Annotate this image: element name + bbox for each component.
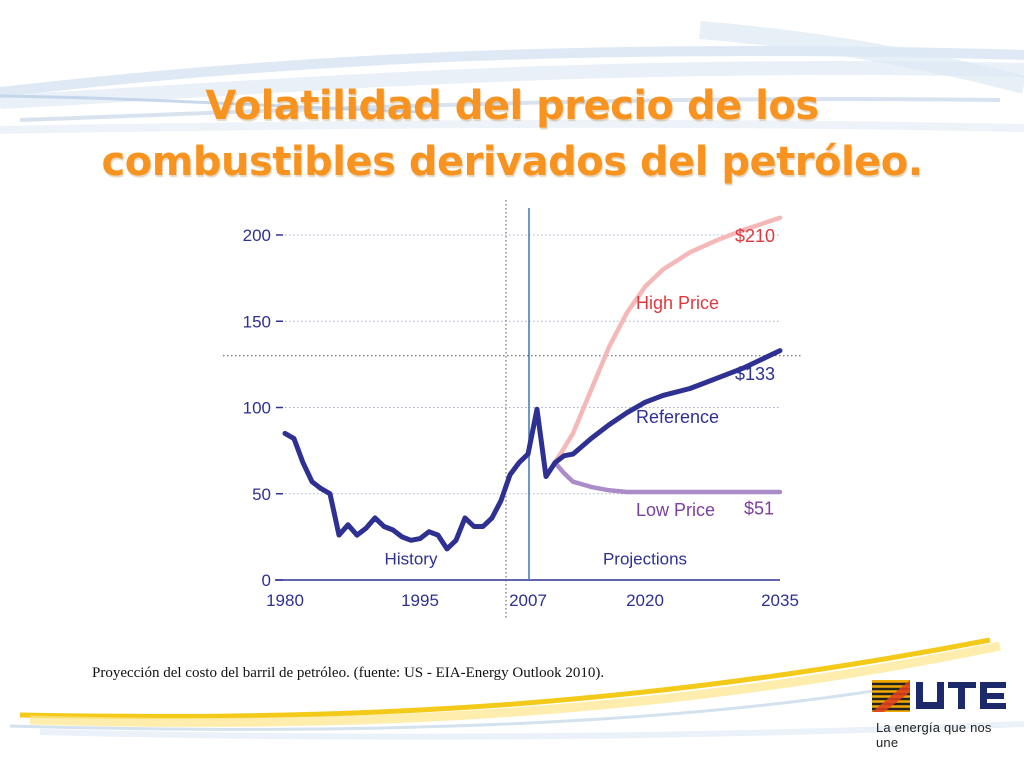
region-label: History xyxy=(385,549,438,568)
series-annotation: High Price xyxy=(636,293,719,313)
ute-logo-letters xyxy=(916,682,1006,709)
ute-logo: La energía que nos une xyxy=(872,678,1012,750)
background-swoosh-bottom xyxy=(9,637,1024,740)
series-annotation: $51 xyxy=(744,498,774,518)
y-tick-label: 0 xyxy=(262,571,271,590)
series-annotation: $210 xyxy=(735,226,775,246)
y-tick-label: 150 xyxy=(243,312,271,331)
x-tick-label: 2007 xyxy=(509,591,547,610)
series-annotation: Low Price xyxy=(636,500,715,520)
chart-background xyxy=(215,200,815,618)
ute-logo-mark xyxy=(872,680,1006,712)
y-tick-label: 50 xyxy=(252,485,271,504)
slide-title-line-2: combustibles derivados del petróleo. xyxy=(101,139,923,185)
chart-svg: 0 50 100 150 200 1980 1995 2007 2020 2035 History P… xyxy=(215,200,815,618)
region-label: Projections xyxy=(603,549,687,568)
chart-caption: Proyección del costo del barril de petró… xyxy=(92,665,605,681)
slide-title-line-1: Volatilidad del precio de los xyxy=(205,83,819,129)
series-line-high-price xyxy=(552,215,783,465)
ute-logo-emblem xyxy=(872,680,910,712)
oil-price-chart: 0 50 100 150 200 1980 1995 2007 2020 2035 History P… xyxy=(215,200,815,618)
series-line-reference xyxy=(552,348,783,466)
x-tick-label: 2035 xyxy=(761,591,799,610)
x-tick-label: 1995 xyxy=(401,591,439,610)
y-tick-label: 100 xyxy=(243,399,271,418)
x-tick-label: 1980 xyxy=(266,591,304,610)
series-annotation: $133 xyxy=(735,364,775,384)
series-annotation: Reference xyxy=(636,407,719,427)
series-line-low-price xyxy=(552,460,783,495)
series-line-history xyxy=(282,406,558,552)
y-tick-label: 200 xyxy=(243,226,271,245)
background-swoosh-top xyxy=(0,21,1024,134)
x-tick-label: 2020 xyxy=(626,591,664,610)
slide-title: Volatilidad del precio de los combustibl… xyxy=(0,78,1024,190)
logo-tagline: La energía que nos une xyxy=(876,720,992,750)
